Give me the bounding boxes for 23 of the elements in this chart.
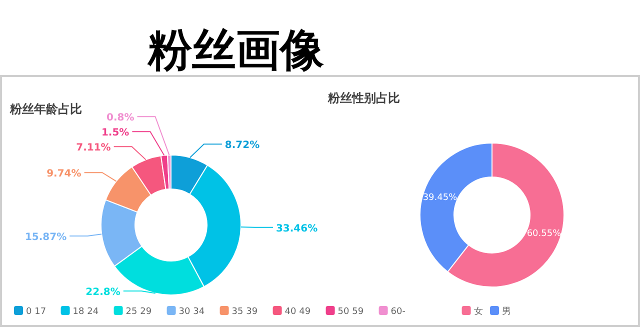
data-label: 1.5%	[101, 128, 130, 139]
text: 粉丝画像	[147, 25, 325, 76]
chart-title: 粉丝年龄占比	[9, 102, 82, 116]
data-label: 39.45%	[422, 193, 458, 204]
data-label: 0.8%	[106, 112, 134, 124]
data-label: 9.74%	[46, 168, 82, 180]
legend-label: 18 24	[72, 307, 99, 317]
data-label: 7.11%	[76, 142, 111, 154]
legend-label: 40 49	[284, 307, 311, 317]
data-label: 22.8%	[86, 287, 120, 298]
legend-label: 男	[502, 306, 511, 317]
chart-title: 粉丝性别占比	[327, 91, 400, 105]
legend-label: 25 29	[126, 307, 152, 317]
data-label: 33.46%	[276, 223, 318, 234]
data-label: 15.87%	[24, 232, 67, 243]
legend-label: 0 17	[26, 307, 46, 317]
legend-label: 50 59	[338, 307, 364, 317]
legend-label: 60-	[390, 307, 406, 317]
data-label: 60.55%	[526, 228, 562, 239]
legend-label: 35 39	[232, 307, 258, 317]
legend-label: 30 34	[178, 307, 205, 317]
data-label: 8.72%	[224, 140, 260, 152]
legend-label: 女	[474, 306, 483, 317]
